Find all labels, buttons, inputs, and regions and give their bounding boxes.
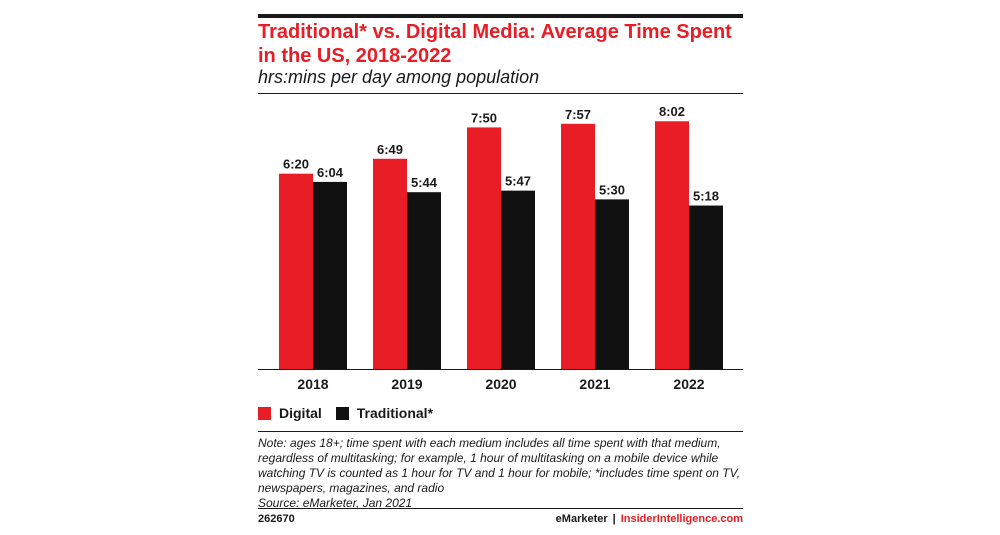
data-label-digital-2022: 8:02	[659, 104, 685, 119]
legend-swatch-traditional	[335, 406, 349, 420]
x-tick-label-2020: 2020	[485, 376, 516, 392]
bar-digital-2021	[561, 123, 595, 369]
data-label-traditional-2020: 5:47	[505, 174, 531, 189]
bar-traditional-2018	[313, 181, 347, 369]
chart-id: 262670	[258, 513, 295, 525]
bar-digital-2018	[279, 173, 313, 369]
chart-notes: Note: ages 18+; time spent with each med…	[258, 436, 743, 511]
data-label-traditional-2022: 5:18	[693, 189, 719, 204]
x-tick-label-2021: 2021	[579, 376, 610, 392]
top-rule	[258, 14, 743, 18]
legend-item-digital: Digital	[258, 405, 322, 421]
legend-item-traditional: Traditional*	[335, 405, 434, 421]
x-tick-label-2022: 2022	[673, 376, 704, 392]
data-label-traditional-2019: 5:44	[411, 175, 438, 190]
legend-swatch-digital	[258, 406, 271, 420]
legend-label-traditional: Traditional*	[356, 405, 434, 421]
notes-rule	[258, 431, 743, 432]
data-label-traditional-2021: 5:30	[599, 182, 625, 197]
bar-traditional-2019	[407, 192, 441, 369]
bar-digital-2019	[373, 158, 407, 369]
note-line: Note: ages 18+; time spent with each med…	[258, 436, 721, 450]
chart-subtitle: hrs:mins per day among population	[258, 67, 540, 87]
footer-rule	[258, 508, 743, 509]
data-label-digital-2020: 7:50	[471, 110, 497, 125]
bar-chart: 6:20 6:04 2018 6:49 5:44 2019 7:50 5:47 2020 7:57…	[258, 104, 743, 392]
chart-title: Traditional* vs. Digital Media: Average …	[258, 21, 732, 67]
data-label-digital-2021: 7:57	[565, 107, 591, 122]
brand-insider-intelligence: InsiderIntelligence.com	[620, 513, 743, 525]
chart-card: Traditional* vs. Digital Media: Average …	[258, 0, 743, 535]
bar-traditional-2021	[595, 199, 629, 369]
brand-footer: eMarketer | InsiderIntelligence.com	[556, 513, 743, 525]
x-tick-label-2019: 2019	[391, 376, 422, 392]
source-line: Source: eMarketer, Jan 2021	[258, 496, 413, 510]
note-line: newspapers, magazines, and radio	[258, 481, 445, 495]
subtitle-rule	[258, 93, 743, 94]
x-tick-label-2018: 2018	[297, 376, 328, 392]
brand-separator: |	[612, 513, 616, 525]
note-line: watching TV is counted as 1 hour for TV …	[258, 466, 741, 480]
bar-traditional-2022	[689, 205, 723, 369]
data-label-traditional-2018: 6:04	[317, 165, 344, 180]
bar-traditional-2020	[501, 190, 535, 369]
legend-label-digital: Digital	[279, 405, 322, 421]
bar-digital-2022	[655, 121, 689, 370]
chart-legend: Digital Traditional*	[258, 404, 447, 422]
bar-digital-2020	[467, 127, 501, 369]
note-line: regardless of multitasking; for example,…	[258, 451, 719, 465]
brand-emarketer: eMarketer	[555, 513, 608, 525]
data-label-digital-2018: 6:20	[283, 157, 309, 172]
data-label-digital-2019: 6:49	[377, 142, 403, 157]
